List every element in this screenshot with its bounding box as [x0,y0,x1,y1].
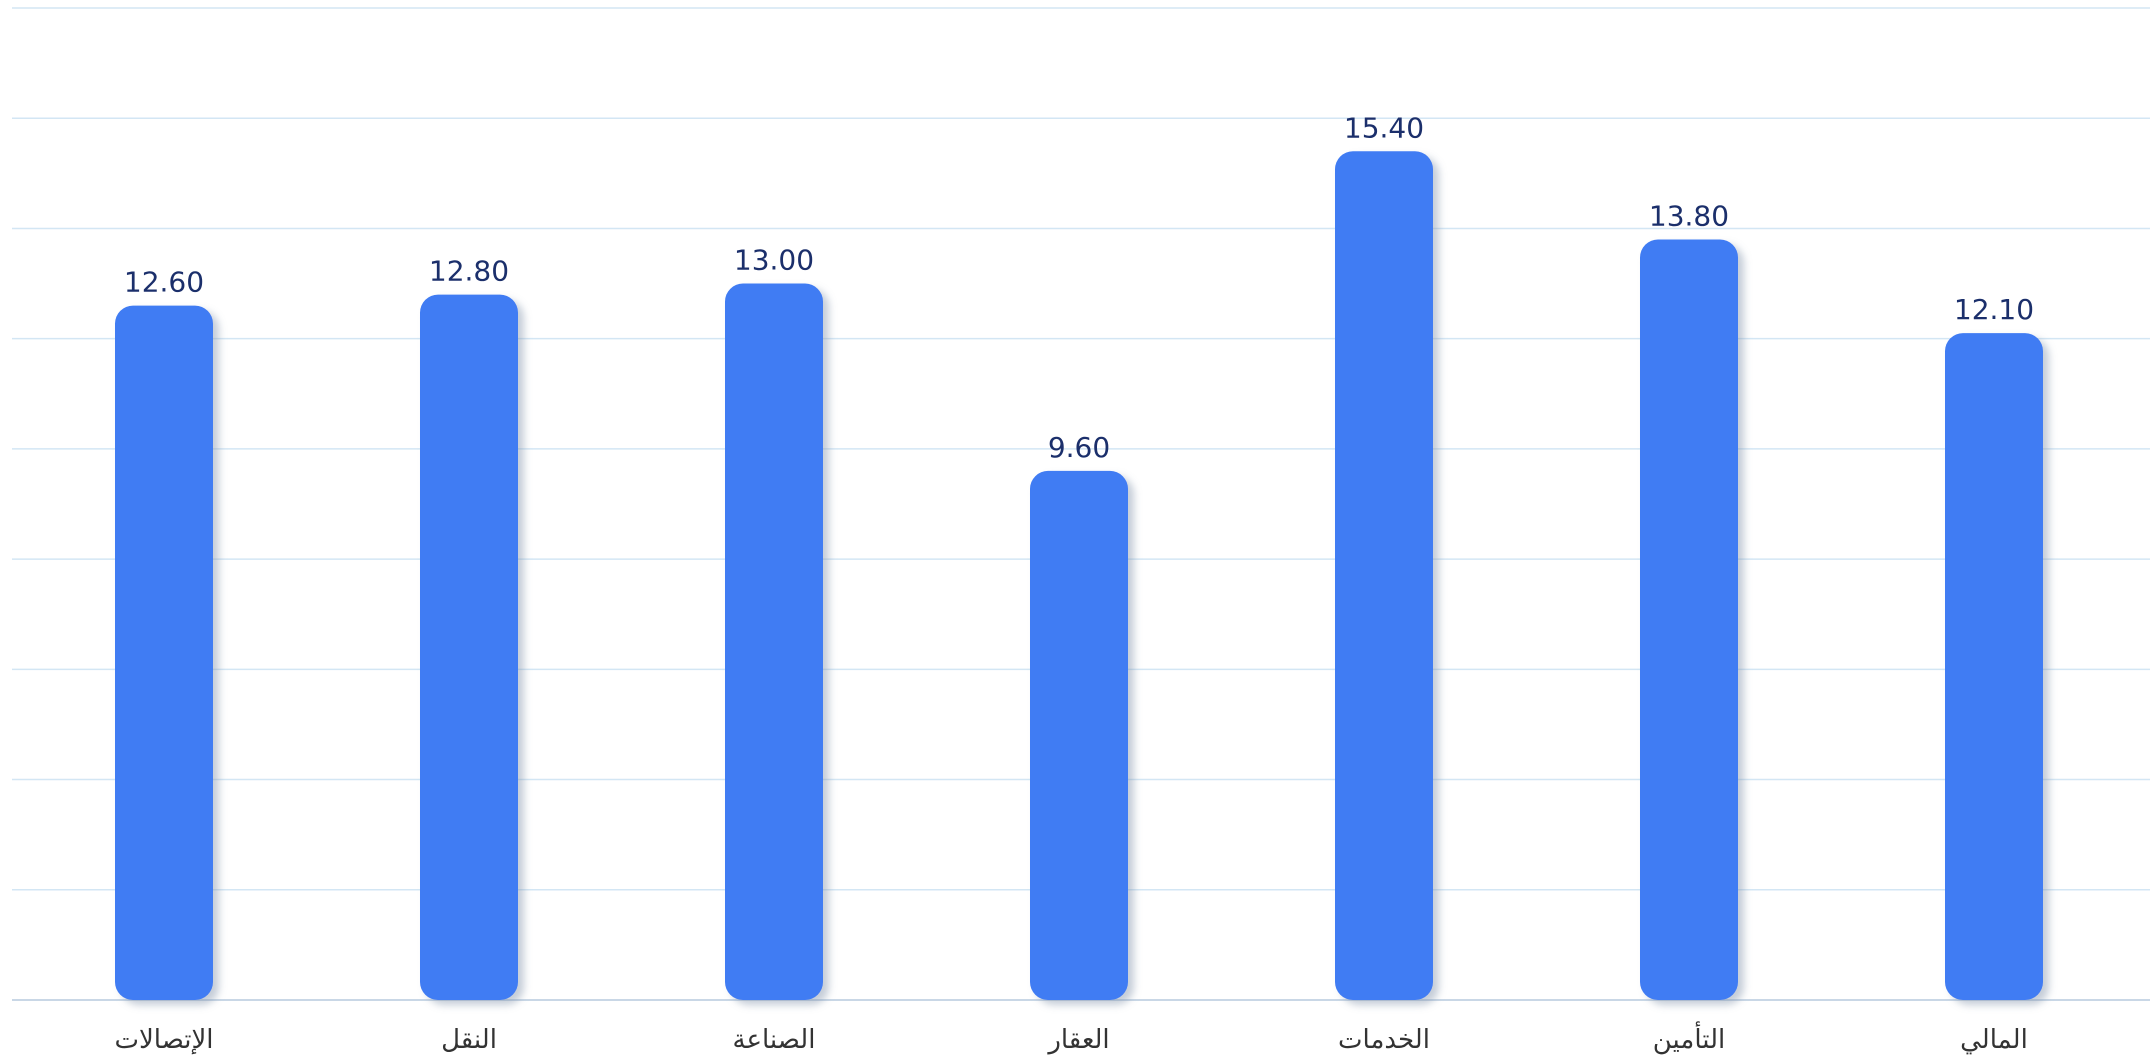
category-label: العقار [1046,1025,1109,1055]
value-label: 12.60 [124,266,204,299]
value-label: 9.60 [1048,431,1110,464]
category-label: النقل [441,1025,497,1055]
value-label: 12.10 [1954,293,2034,326]
category-labels: الإتصالات النقل الصناعة العقار الخدمات التأمي… [114,1020,2027,1055]
bar-6 [1640,239,1738,1000]
bar-4 [1030,470,1128,1000]
category-label: الصناعة [733,1025,816,1055]
category-label: المالي [1960,1025,2028,1055]
category-label: الخدمات [1338,1025,1430,1055]
value-label: 15.40 [1344,111,1424,144]
value-label: 13.80 [1649,199,1729,232]
value-label: 12.80 [429,255,509,288]
bar-7 [1945,333,2043,1001]
value-label: 13.00 [734,244,814,277]
value-labels: 12.60 12.80 13.00 9.60 15.40 13.80 12.10 [124,111,2034,464]
bar-5 [1335,151,1433,1001]
bar-1 [115,305,213,1001]
bars [115,151,2043,1001]
category-label: التأمين [1653,1020,1725,1055]
bar-3 [725,283,823,1000]
category-label: الإتصالات [114,1025,213,1055]
bar-2 [420,294,518,1001]
